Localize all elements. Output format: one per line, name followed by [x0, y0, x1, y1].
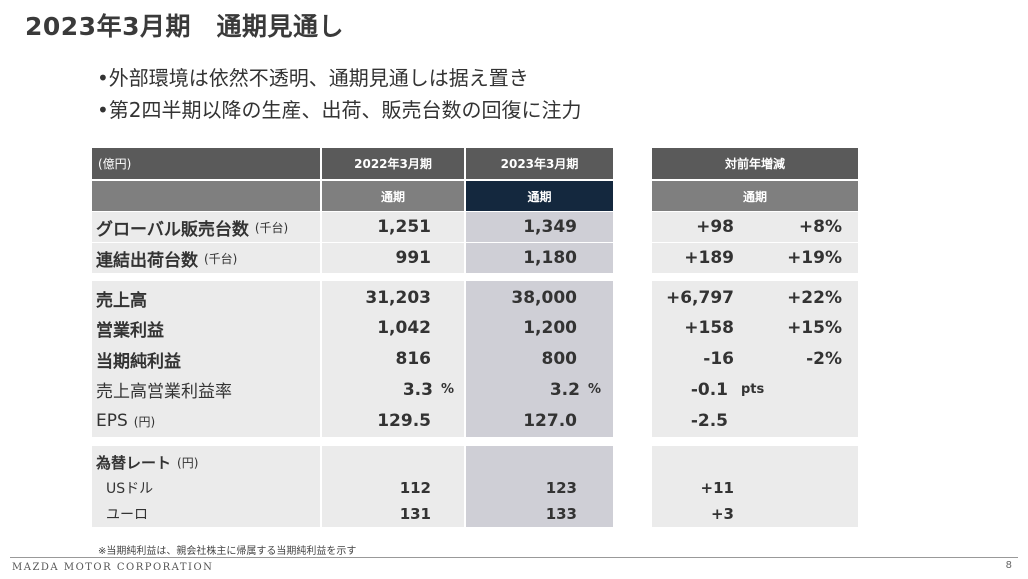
header-blank [92, 181, 320, 211]
bullet-item: •外部環境は依然不透明、通期見通しは据え置き [97, 66, 529, 90]
subheader-fy2023: 通期 [466, 181, 613, 211]
page-title: 2023年3月期 通期見通し [25, 12, 344, 41]
fx-bg [652, 446, 858, 527]
subheader-yoy: 通期 [652, 181, 858, 211]
yoy-cell: +98 +8% [652, 212, 858, 242]
yoy-cell: -0.1 pts [652, 374, 858, 405]
value-fy2023: 1,349 [466, 212, 613, 242]
fx-bg [466, 446, 613, 527]
value-fy2022: 31,203 [365, 288, 431, 308]
header-fy2023: 2023年3月期 [466, 148, 613, 179]
fx-eur-diff: +3 [710, 505, 734, 523]
group-bg [466, 281, 613, 437]
footer-divider [10, 557, 1018, 558]
value-diff: +189 [684, 248, 734, 268]
yoy-cell: +158 +15% [652, 313, 858, 343]
value-pct: +15% [787, 318, 842, 338]
header-yoy: 対前年増減 [652, 148, 858, 179]
value-unit: pts [741, 382, 765, 397]
fx-usd-label: USドル [106, 481, 154, 497]
yoy-cell: -2.5 [652, 406, 858, 436]
bullet-item: •第2四半期以降の生産、出荷、販売台数の回復に注力 [97, 98, 582, 122]
value-diff: -0.1 [690, 379, 728, 400]
row-label: 売上高営業利益率 [96, 382, 232, 402]
value-fy2022: 3.3% [402, 379, 454, 400]
value-fy2022: 129.5 [377, 411, 431, 431]
fx-label: 為替レート (円) [96, 453, 199, 472]
row-label: 営業利益 [96, 320, 164, 341]
fx-eur-label: ユーロ [106, 507, 148, 523]
group-bg [92, 281, 320, 437]
fx-eur-fy2022: 131 [399, 505, 431, 523]
value-fy2023: 1,180 [466, 243, 613, 273]
value-diff: -16 [703, 349, 734, 369]
value-diff: +158 [684, 318, 734, 338]
value-diff: +98 [696, 217, 734, 237]
value-pct: +19% [787, 248, 842, 268]
value-pct: +22% [787, 288, 842, 308]
footnote: ※当期純利益は、親会社株主に帰属する当期純利益を示す [98, 546, 357, 557]
subheader-fy2022: 通期 [322, 181, 464, 211]
fx-eur-fy2023: 133 [545, 505, 577, 523]
fx-bg [92, 446, 320, 527]
value-fy2023: 127.0 [523, 411, 577, 431]
page-number: 8 [1005, 560, 1012, 571]
group-bg [652, 281, 858, 437]
fx-bg [322, 446, 464, 527]
yoy-cell: -16 -2% [652, 344, 858, 374]
row-label: EPS (円) [96, 411, 156, 431]
value-diff: -2.5 [690, 411, 728, 431]
group-bg [322, 281, 464, 437]
header-fy2022: 2022年3月期 [322, 148, 464, 179]
fx-usd-fy2023: 123 [545, 479, 577, 497]
value-fy2023: 1,200 [523, 318, 577, 338]
fx-usd-diff: +11 [700, 479, 734, 497]
fx-eur-diff-cell: +3 [652, 501, 858, 527]
row-label: 売上高 [96, 290, 147, 311]
value-fy2023: 800 [541, 349, 578, 369]
bullet-list: •外部環境は依然不透明、通期見通しは据え置き •第2四半期以降の生産、出荷、販売… [97, 62, 582, 126]
row-label: 連結出荷台数 (千台) [92, 243, 320, 273]
footer-brand: MAZDA MOTOR CORPORATION [12, 562, 214, 573]
row-label: 当期純利益 [96, 351, 181, 372]
value-fy2022: 816 [395, 349, 432, 369]
yoy-cell: +189 +19% [652, 243, 858, 273]
value-fy2023: 38,000 [511, 288, 577, 308]
value-fy2022: 1,042 [377, 318, 431, 338]
value-fy2023: 3.2% [549, 379, 601, 400]
yoy-cell: +6,797 +22% [652, 283, 858, 313]
row-label: グローバル販売台数 (千台) [92, 212, 320, 242]
fx-usd-diff-cell: +11 [652, 475, 858, 501]
value-diff: +6,797 [665, 288, 734, 308]
value-fy2022: 991 [322, 243, 464, 273]
value-pct: -2% [806, 349, 842, 369]
fx-usd-fy2022: 112 [399, 479, 431, 497]
value-fy2022: 1,251 [322, 212, 464, 242]
value-pct: +8% [798, 217, 842, 237]
unit-label: (億円) [92, 148, 320, 179]
